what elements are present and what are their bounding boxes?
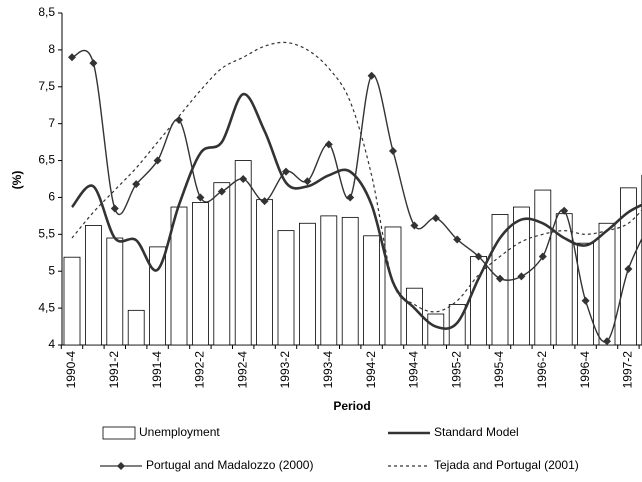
marker xyxy=(367,71,376,80)
x-tick-label: 1991-2 xyxy=(107,351,121,389)
y-tick-label: 7 xyxy=(48,116,55,130)
bar xyxy=(213,182,231,346)
marker xyxy=(453,235,462,244)
bar xyxy=(320,215,338,346)
bar xyxy=(149,246,167,346)
bar xyxy=(405,287,423,346)
bar xyxy=(85,225,102,346)
marker xyxy=(538,252,547,261)
marker xyxy=(603,337,611,346)
marker xyxy=(389,146,397,155)
bar xyxy=(256,199,274,346)
y-tick-label: 8,5 xyxy=(38,5,55,19)
marker xyxy=(410,221,419,230)
bar xyxy=(577,242,594,346)
marker xyxy=(517,272,526,281)
marker xyxy=(303,177,312,186)
bar xyxy=(534,189,552,346)
marker xyxy=(324,140,333,149)
marker xyxy=(282,167,290,176)
legend-swatch xyxy=(102,426,136,440)
y-tick-label: 8 xyxy=(48,42,55,56)
y-tick-label: 4 xyxy=(48,337,55,351)
legend-label: Unemployment xyxy=(139,425,220,439)
x-tick-label: 1995-2 xyxy=(449,351,463,389)
y-tick-label: 5 xyxy=(48,263,55,277)
bar xyxy=(234,160,252,346)
y-tick-label: 6 xyxy=(48,190,55,204)
marker xyxy=(196,193,205,202)
y-axis-label: (%) xyxy=(10,171,24,190)
bar xyxy=(191,202,209,346)
x-tick-label: 1990-4 xyxy=(64,351,78,389)
marker xyxy=(68,53,76,62)
x-tick-label: 1994-2 xyxy=(364,351,378,389)
bar xyxy=(63,256,81,346)
marker xyxy=(153,156,162,165)
marker xyxy=(175,115,183,124)
y-tick-label: 4,5 xyxy=(38,300,55,314)
x-tick-label: 1991-4 xyxy=(150,351,164,389)
legend-label: Portugal and Madalozzo (2000) xyxy=(146,458,313,472)
x-tick-label: 1996-2 xyxy=(535,351,549,389)
marker xyxy=(474,252,483,261)
x-tick-label: 1992-2 xyxy=(193,351,207,389)
y-tick-label: 6,5 xyxy=(38,153,55,167)
legend-marker xyxy=(117,462,125,470)
x-tick-label: 1997-2 xyxy=(621,351,635,389)
marker xyxy=(217,187,226,196)
marker xyxy=(560,206,569,215)
marker xyxy=(624,265,633,274)
x-tick-label: 1993-4 xyxy=(321,351,335,389)
marker xyxy=(239,175,248,183)
marker xyxy=(260,197,269,206)
marker xyxy=(89,59,98,68)
bar xyxy=(277,230,295,346)
marker xyxy=(110,204,119,213)
marker xyxy=(581,296,590,305)
x-tick-label: 1993-2 xyxy=(278,351,292,389)
bar xyxy=(384,226,402,346)
bar xyxy=(127,309,145,346)
bar xyxy=(427,313,445,346)
x-axis-label: Period xyxy=(333,399,370,413)
x-tick-label: 1995-4 xyxy=(492,351,506,389)
y-tick-label: 5,5 xyxy=(38,227,55,241)
x-tick-label: 1996-4 xyxy=(578,351,592,389)
x-tick-label: 1992-4 xyxy=(235,351,249,389)
marker xyxy=(132,180,141,189)
legend-label: Tejada and Portugal (2001) xyxy=(434,458,579,472)
series-line xyxy=(71,49,642,343)
bar xyxy=(363,235,381,346)
marker xyxy=(431,214,440,223)
marker xyxy=(496,274,504,283)
marker xyxy=(346,193,355,202)
bar xyxy=(298,222,316,346)
legend-label: Standard Model xyxy=(434,425,519,439)
bar xyxy=(106,237,124,346)
bar xyxy=(341,216,359,346)
y-tick-label: 7,5 xyxy=(38,79,55,93)
x-tick-label: 1994-4 xyxy=(407,351,421,389)
